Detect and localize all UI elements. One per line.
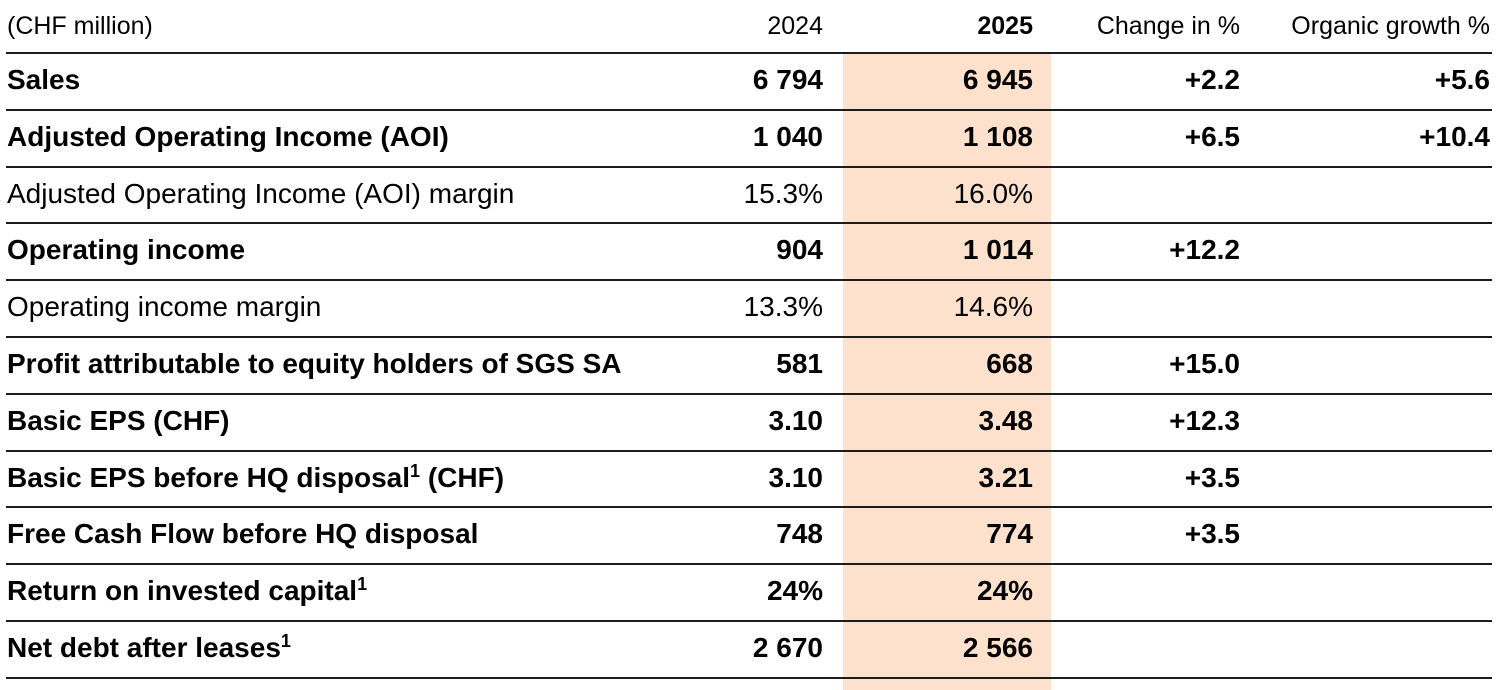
column-header-2024: 2024 (767, 12, 823, 40)
column-header-2025: 2025 (977, 12, 1033, 40)
table-row: Adjusted Operating Income (AOI) 1 040 1 … (6, 109, 1492, 167)
value-2024: 904 (776, 234, 823, 266)
row-label: Sales (6, 53, 636, 110)
value-organic-growth-percent (1241, 167, 1492, 224)
column-2025-highlight (843, 53, 1051, 690)
value-2025: 3.21 (978, 461, 1034, 493)
value-change-percent: +3.5 (1184, 461, 1240, 493)
value-change-percent (1051, 280, 1241, 337)
table-header: (CHF million) 2024 2025 Change in % Orga… (6, 0, 1492, 53)
value-2025: 16.0% (953, 177, 1033, 209)
row-label: Net debt after leases1 (6, 621, 636, 678)
value-organic-growth-percent (1241, 337, 1492, 394)
row-label-text: Return on invested capital (7, 575, 358, 607)
value-2024: 6 794 (752, 64, 823, 95)
column-header-change: Change in % (1096, 12, 1240, 40)
row-label-text: Adjusted Operating Income (AOI) (7, 120, 449, 152)
table-body: Sales 6 794 6 945 +2.2 +5.6 Adjusted Ope… (6, 53, 1492, 678)
value-organic-growth-percent (1241, 451, 1492, 508)
row-label-text: Sales (7, 64, 81, 95)
row-label-text: Free Cash Flow before HQ disposal (7, 518, 479, 550)
table-row: Adjusted Operating Income (AOI) margin 1… (6, 166, 1492, 224)
value-2024: 748 (776, 518, 823, 550)
row-label-text: Adjusted Operating Income (AOI) margin (7, 177, 515, 209)
value-2025: 774 (986, 518, 1033, 550)
row-label-text: Profit attributable to equity holders of… (7, 347, 622, 379)
value-organic-growth-percent (1241, 621, 1492, 678)
value-change-percent (1051, 564, 1241, 621)
value-2025: 668 (986, 347, 1033, 379)
row-label-text: Operating income margin (7, 291, 322, 323)
footnote-superscript: 1 (357, 574, 368, 595)
value-change-percent: +3.5 (1184, 518, 1240, 550)
row-label-text: Operating income (7, 234, 246, 266)
value-organic-growth-percent: +5.6 (1434, 64, 1490, 95)
value-2025: 1 014 (962, 234, 1033, 266)
value-2024: 24% (766, 575, 823, 607)
table-row: Free Cash Flow before HQ disposal 748 77… (6, 507, 1492, 564)
value-2024: 2 670 (752, 631, 823, 663)
footnote-superscript: 1 (410, 460, 421, 481)
value-2024: 3.10 (768, 404, 824, 436)
value-2025: 6 945 (962, 64, 1033, 95)
value-organic-growth-percent (1241, 280, 1492, 337)
row-label: Operating income (6, 223, 636, 280)
row-label: Profit attributable to equity holders of… (6, 337, 636, 394)
row-label-text: Net debt after leases (7, 631, 281, 663)
table-row: Profit attributable to equity holders of… (6, 336, 1492, 394)
row-label-text: Basic EPS (CHF) (7, 404, 230, 436)
value-organic-growth-percent (1241, 223, 1492, 280)
value-2024: 1 040 (752, 120, 823, 152)
row-label: Adjusted Operating Income (AOI) margin (6, 167, 636, 224)
value-change-percent (1051, 167, 1241, 224)
row-label-suffix: (CHF) (420, 461, 505, 493)
value-2025: 3.48 (978, 404, 1034, 436)
value-2025: 24% (976, 575, 1033, 607)
table-row: Basic EPS (CHF) 3.10 3.48 +12.3 (6, 393, 1492, 451)
value-change-percent (1051, 621, 1241, 678)
value-2024: 13.3% (743, 291, 823, 323)
value-organic-growth-percent (1241, 564, 1492, 621)
value-organic-growth-percent (1241, 507, 1492, 564)
row-label: Free Cash Flow before HQ disposal (6, 507, 636, 564)
value-change-percent: +12.2 (1169, 234, 1240, 266)
value-2024: 15.3% (743, 177, 823, 209)
value-2024: 3.10 (768, 461, 824, 493)
row-label-text: Basic EPS before HQ disposal (7, 461, 411, 493)
column-header-organic-growth: Organic growth % (1291, 12, 1490, 40)
value-2025: 1 108 (962, 120, 1033, 152)
value-organic-growth-percent: +10.4 (1419, 120, 1490, 152)
row-label: Basic EPS (CHF) (6, 394, 636, 451)
row-label: Adjusted Operating Income (AOI) (6, 110, 636, 167)
value-change-percent: +12.3 (1169, 404, 1240, 436)
table-row: Operating income margin 13.3% 14.6% (6, 280, 1492, 337)
table-row: Net debt after leases1 2 670 2 566 (6, 620, 1492, 678)
value-change-percent: +15.0 (1169, 347, 1240, 379)
value-2024: 581 (776, 347, 823, 379)
table-row: Basic EPS before HQ disposal1 (CHF) 3.10… (6, 450, 1492, 508)
header-row: (CHF million) 2024 2025 Change in % Orga… (6, 0, 1492, 53)
table-row: Sales 6 794 6 945 +2.2 +5.6 (6, 53, 1492, 110)
value-organic-growth-percent (1241, 394, 1492, 451)
key-figures-table: (CHF million) 2024 2025 Change in % Orga… (6, 0, 1492, 679)
value-change-percent: +6.5 (1184, 120, 1240, 152)
unit-label: (CHF million) (7, 12, 153, 40)
row-label: Basic EPS before HQ disposal1 (CHF) (6, 451, 636, 508)
value-2025: 14.6% (953, 291, 1033, 323)
value-2025: 2 566 (962, 631, 1033, 663)
table-row: Return on invested capital1 24% 24% (6, 564, 1492, 621)
value-change-percent: +2.2 (1184, 64, 1240, 95)
footnote-superscript: 1 (280, 630, 291, 651)
row-label: Operating income margin (6, 280, 636, 337)
row-label: Return on invested capital1 (6, 564, 636, 621)
table-row: Operating income 904 1 014 +12.2 (6, 223, 1492, 280)
